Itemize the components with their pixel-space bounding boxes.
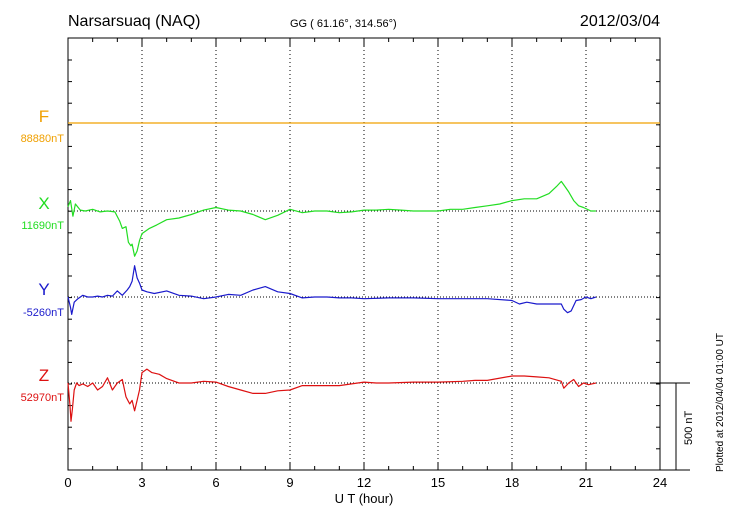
x-tick-label-21: 21 bbox=[579, 475, 593, 490]
series-line-y bbox=[67, 265, 597, 315]
series-name-y: Y bbox=[38, 280, 49, 299]
axis-ticks: 0 3 6 9 12 15 18 21 24 bbox=[64, 38, 667, 490]
x-tick-label-24: 24 bbox=[653, 475, 667, 490]
x-tick-label-15: 15 bbox=[431, 475, 445, 490]
series-baseline-x: 11690nT bbox=[21, 220, 64, 232]
station-title: Narsarsuaq (NAQ) bbox=[68, 13, 200, 30]
plot-date: 2012/03/04 bbox=[580, 13, 660, 30]
x-tick-label-3: 3 bbox=[138, 475, 145, 490]
station-coordinates: GG ( 61.16°, 314.56°) bbox=[290, 18, 397, 30]
plotted-timestamp: Plotted at 2012/04/04 01:00 UT bbox=[715, 333, 726, 472]
series-name-f: F bbox=[39, 107, 49, 126]
scale-bar bbox=[651, 382, 690, 471]
series-name-z: Z bbox=[39, 366, 49, 385]
series-baseline-y: -5260nT bbox=[23, 307, 64, 319]
series-name-x: X bbox=[38, 194, 49, 213]
series-group bbox=[67, 122, 660, 422]
x-tick-label-0: 0 bbox=[64, 475, 71, 490]
series-labels: F 88880nT X 11690nT Y -5260nT Z 52970nT bbox=[21, 107, 65, 404]
x-tick-label-9: 9 bbox=[286, 475, 293, 490]
series-baseline-f: 88880nT bbox=[21, 133, 65, 145]
series-line-z bbox=[67, 368, 597, 422]
series-line-x bbox=[67, 180, 596, 257]
x-axis-label: U T (hour) bbox=[335, 491, 394, 506]
x-tick-label-6: 6 bbox=[212, 475, 219, 490]
series-baseline-z: 52970nT bbox=[21, 392, 65, 404]
scale-bar-label: 500 nT bbox=[683, 410, 695, 445]
grid-lines bbox=[68, 38, 660, 470]
x-tick-label-12: 12 bbox=[357, 475, 371, 490]
x-tick-label-18: 18 bbox=[505, 475, 519, 490]
